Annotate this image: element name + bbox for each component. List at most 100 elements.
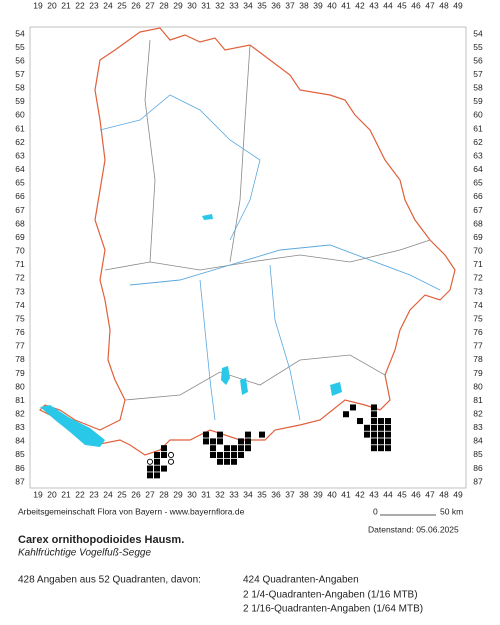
column-label: 21 (61, 0, 71, 10)
row-label: 79 (473, 368, 483, 378)
record-square (371, 411, 377, 418)
record-square (238, 451, 244, 458)
row-label: 87 (473, 476, 483, 486)
row-label: 60 (473, 110, 483, 120)
row-label: 79 (15, 368, 25, 378)
column-label: 24 (103, 489, 113, 499)
row-label: 58 (473, 83, 483, 93)
record-square (224, 445, 230, 452)
record-square (203, 438, 209, 445)
column-label: 45 (397, 0, 407, 10)
column-label: 47 (425, 0, 435, 10)
lake (221, 366, 230, 385)
column-label: 35 (257, 0, 267, 10)
river (199, 279, 216, 421)
column-label: 37 (285, 489, 295, 499)
row-label: 65 (473, 178, 483, 188)
lake (202, 214, 213, 220)
row-label: 56 (15, 55, 25, 65)
summary-total: 428 Angaben aus 52 Quadranten, davon: (18, 575, 201, 586)
record-square (224, 451, 230, 458)
column-label: 31 (201, 489, 211, 499)
record-circle (146, 458, 154, 465)
record-square (231, 451, 237, 458)
row-label: 61 (15, 123, 25, 133)
record-square (259, 431, 265, 438)
column-label: 33 (229, 0, 239, 10)
record-square (203, 431, 209, 438)
row-label: 57 (473, 69, 483, 79)
column-label: 49 (453, 0, 463, 10)
column-label: 49 (453, 489, 463, 499)
river (99, 94, 261, 241)
summary-line: 424 Quadranten-Angaben (243, 575, 359, 586)
row-label: 59 (15, 96, 25, 106)
column-label: 36 (271, 0, 281, 10)
record-square (154, 451, 160, 458)
row-label: 83 (473, 422, 483, 432)
row-label: 66 (15, 191, 25, 201)
column-label: 36 (271, 489, 281, 499)
column-label: 29 (173, 489, 183, 499)
summary-line: 2 1/4-Quadranten-Angaben (1/16 MTB) (243, 590, 418, 601)
state-border (38, 27, 456, 456)
river (129, 244, 441, 291)
record-square (161, 451, 167, 458)
record-square (371, 404, 377, 411)
record-square (231, 458, 237, 465)
row-label: 59 (473, 96, 483, 106)
column-label: 48 (439, 489, 449, 499)
row-label: 69 (473, 232, 483, 242)
credit: Arbeitsgemeinschaft Flora von Bayern - w… (18, 506, 245, 516)
record-square (231, 445, 237, 452)
column-label: 26 (131, 0, 141, 10)
row-label: 68 (473, 218, 483, 228)
column-label: 48 (439, 0, 449, 10)
row-label: 55 (15, 42, 25, 52)
row-label: 67 (15, 205, 25, 215)
column-label: 22 (75, 0, 85, 10)
row-label: 62 (473, 137, 483, 147)
record-square (378, 431, 384, 438)
row-label: 84 (473, 436, 483, 446)
column-label: 25 (117, 489, 127, 499)
column-label: 41 (341, 489, 351, 499)
column-label: 27 (145, 0, 155, 10)
column-label: 29 (173, 0, 183, 10)
lake-constance (40, 405, 105, 447)
record-square (378, 424, 384, 431)
district-border (144, 39, 156, 263)
row-label: 57 (15, 69, 25, 79)
record-square (371, 418, 377, 425)
record-square (238, 445, 244, 452)
common-name: Kahlfrüchtige Vogelfuß-Segge (18, 548, 151, 559)
column-label: 31 (201, 0, 211, 10)
row-label: 55 (473, 42, 483, 52)
row-label: 64 (15, 164, 25, 174)
column-label: 30 (187, 489, 197, 499)
row-label: 75 (473, 313, 483, 323)
record-square (378, 418, 384, 425)
column-label: 27 (145, 489, 155, 499)
column-label: 44 (383, 489, 393, 499)
row-label: 77 (15, 341, 25, 351)
record-square (161, 465, 167, 472)
record-square (224, 458, 230, 465)
record-square (385, 445, 391, 452)
record-square (364, 424, 370, 431)
record-square (385, 438, 391, 445)
record-square (343, 411, 349, 418)
row-label: 75 (15, 313, 25, 323)
record-square (217, 431, 223, 438)
column-label: 28 (159, 489, 169, 499)
species-name: Carex ornithopodioides Hausm. (18, 534, 184, 546)
column-label: 26 (131, 489, 141, 499)
district-border (229, 44, 251, 263)
column-label: 20 (47, 489, 57, 499)
column-label: 46 (411, 489, 421, 499)
record-square (217, 438, 223, 445)
record-square (371, 445, 377, 452)
column-label: 42 (355, 0, 365, 10)
row-label: 86 (473, 463, 483, 473)
